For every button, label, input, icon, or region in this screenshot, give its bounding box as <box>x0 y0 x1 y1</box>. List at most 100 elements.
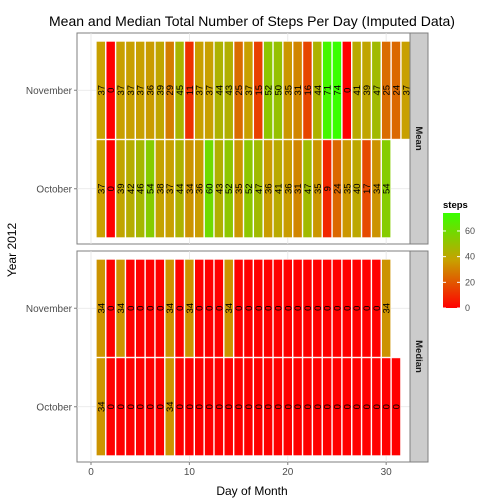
tile-november-day-6 <box>145 41 155 140</box>
tile-label: 0 <box>382 404 393 409</box>
tile-november-day-23 <box>312 41 323 140</box>
tile-label: 0 <box>372 404 383 409</box>
tile-october-day-18 <box>263 139 273 238</box>
tile-label: 0 <box>234 404 245 409</box>
tile-label: 0 <box>352 306 363 311</box>
tile-label: 0 <box>116 404 127 409</box>
tile-october-day-16 <box>243 357 254 456</box>
tile-october-day-13 <box>214 357 224 456</box>
tile-label: 34 <box>165 401 176 412</box>
tile-label: 0 <box>303 404 314 409</box>
tile-label: 34 <box>116 303 127 314</box>
tile-label: 47 <box>254 183 265 194</box>
tile-november-day-2 <box>105 259 116 358</box>
tile-label: 47 <box>372 85 383 96</box>
tile-november-day-3 <box>115 259 126 358</box>
tile-label: 37 <box>136 85 147 96</box>
tile-november-day-22 <box>302 41 313 140</box>
tile-label: 0 <box>136 404 147 409</box>
tile-october-day-22 <box>302 357 313 456</box>
tile-label: 43 <box>224 85 235 96</box>
tile-label: 50 <box>273 85 284 96</box>
legend-tick-label: 60 <box>465 226 475 236</box>
tile-label: 25 <box>234 85 245 96</box>
tile-november-day-1 <box>96 41 106 140</box>
tile-november-day-12 <box>204 259 214 358</box>
tile-label: 52 <box>224 183 235 194</box>
tile-label: 16 <box>303 85 314 96</box>
tile-november-day-29 <box>371 41 382 140</box>
tile-label: 0 <box>126 404 137 409</box>
tile-label: 41 <box>273 183 284 194</box>
tile-october-day-5 <box>135 357 146 456</box>
tile-october-day-31 <box>391 357 401 456</box>
tile-label: 0 <box>362 306 373 311</box>
tile-november-day-15 <box>233 259 244 358</box>
tile-label: 0 <box>273 306 284 311</box>
tile-label: 34 <box>224 303 235 314</box>
tile-november-day-23 <box>312 259 323 358</box>
tile-label: 0 <box>244 306 255 311</box>
facet-strip <box>409 250 429 463</box>
tile-label: 0 <box>332 306 343 311</box>
panel-median: 340000003400000000000000000000000October… <box>26 250 429 463</box>
tile-november-day-24 <box>322 41 332 140</box>
x-axis-title: Day of Month <box>216 484 287 498</box>
tile-october-day-15 <box>233 357 244 456</box>
tile-label: 0 <box>106 186 117 191</box>
tile-november-day-14 <box>223 41 234 140</box>
tile-october-day-2 <box>105 357 116 456</box>
tile-november-day-18 <box>263 41 273 140</box>
tile-october-day-6 <box>145 139 155 238</box>
tile-label: 0 <box>303 306 314 311</box>
tile-november-day-16 <box>243 259 254 358</box>
tile-label: 74 <box>332 85 343 96</box>
tile-label: 24 <box>392 85 403 96</box>
tile-label: 0 <box>342 306 353 311</box>
tile-label: 37 <box>116 85 127 96</box>
tile-october-day-9 <box>174 139 185 238</box>
tile-label: 0 <box>254 306 265 311</box>
tile-label: 37 <box>195 85 206 96</box>
tile-october-day-23 <box>312 357 323 456</box>
tile-label: 34 <box>372 183 383 194</box>
tile-october-day-28 <box>361 357 372 456</box>
tile-october-day-29 <box>371 357 382 456</box>
tile-label: 0 <box>372 306 383 311</box>
tile-label: 0 <box>313 306 324 311</box>
tile-october-day-30 <box>381 139 391 238</box>
tile-november-day-17 <box>253 259 264 358</box>
tile-label: 46 <box>136 183 147 194</box>
tile-october-day-11 <box>194 139 205 238</box>
tile-label: 31 <box>293 85 304 96</box>
tile-october-day-10 <box>184 139 195 238</box>
tile-label: 0 <box>155 306 166 311</box>
tile-november-day-2 <box>105 41 116 140</box>
tile-october-day-11 <box>194 357 205 456</box>
tile-november-day-8 <box>164 259 175 358</box>
tile-november-day-28 <box>361 41 372 140</box>
tile-october-day-10 <box>184 357 195 456</box>
tile-october-day-28 <box>361 139 372 238</box>
tile-label: 37 <box>96 183 107 194</box>
tile-november-day-25 <box>332 41 342 140</box>
legend: steps 0 20 40 60 <box>443 200 475 313</box>
tile-october-day-20 <box>282 357 293 456</box>
tile-november-day-5 <box>135 259 146 358</box>
tile-october-day-30 <box>381 357 391 456</box>
tile-label: 34 <box>96 401 107 412</box>
tile-october-day-13 <box>214 139 224 238</box>
tile-november-day-24 <box>322 259 332 358</box>
facet-strip <box>409 32 429 245</box>
y-tick-label: October <box>36 184 72 195</box>
tile-label: 36 <box>195 183 206 194</box>
tile-october-day-12 <box>204 139 214 238</box>
tile-label: 0 <box>293 306 304 311</box>
tile-label: 0 <box>195 404 206 409</box>
tile-label: 0 <box>342 404 353 409</box>
tile-november-day-15 <box>233 41 244 140</box>
tile-october-day-18 <box>263 357 273 456</box>
tile-november-day-29 <box>371 259 382 358</box>
tile-october-day-2 <box>105 139 116 238</box>
tile-october-day-24 <box>322 357 332 456</box>
